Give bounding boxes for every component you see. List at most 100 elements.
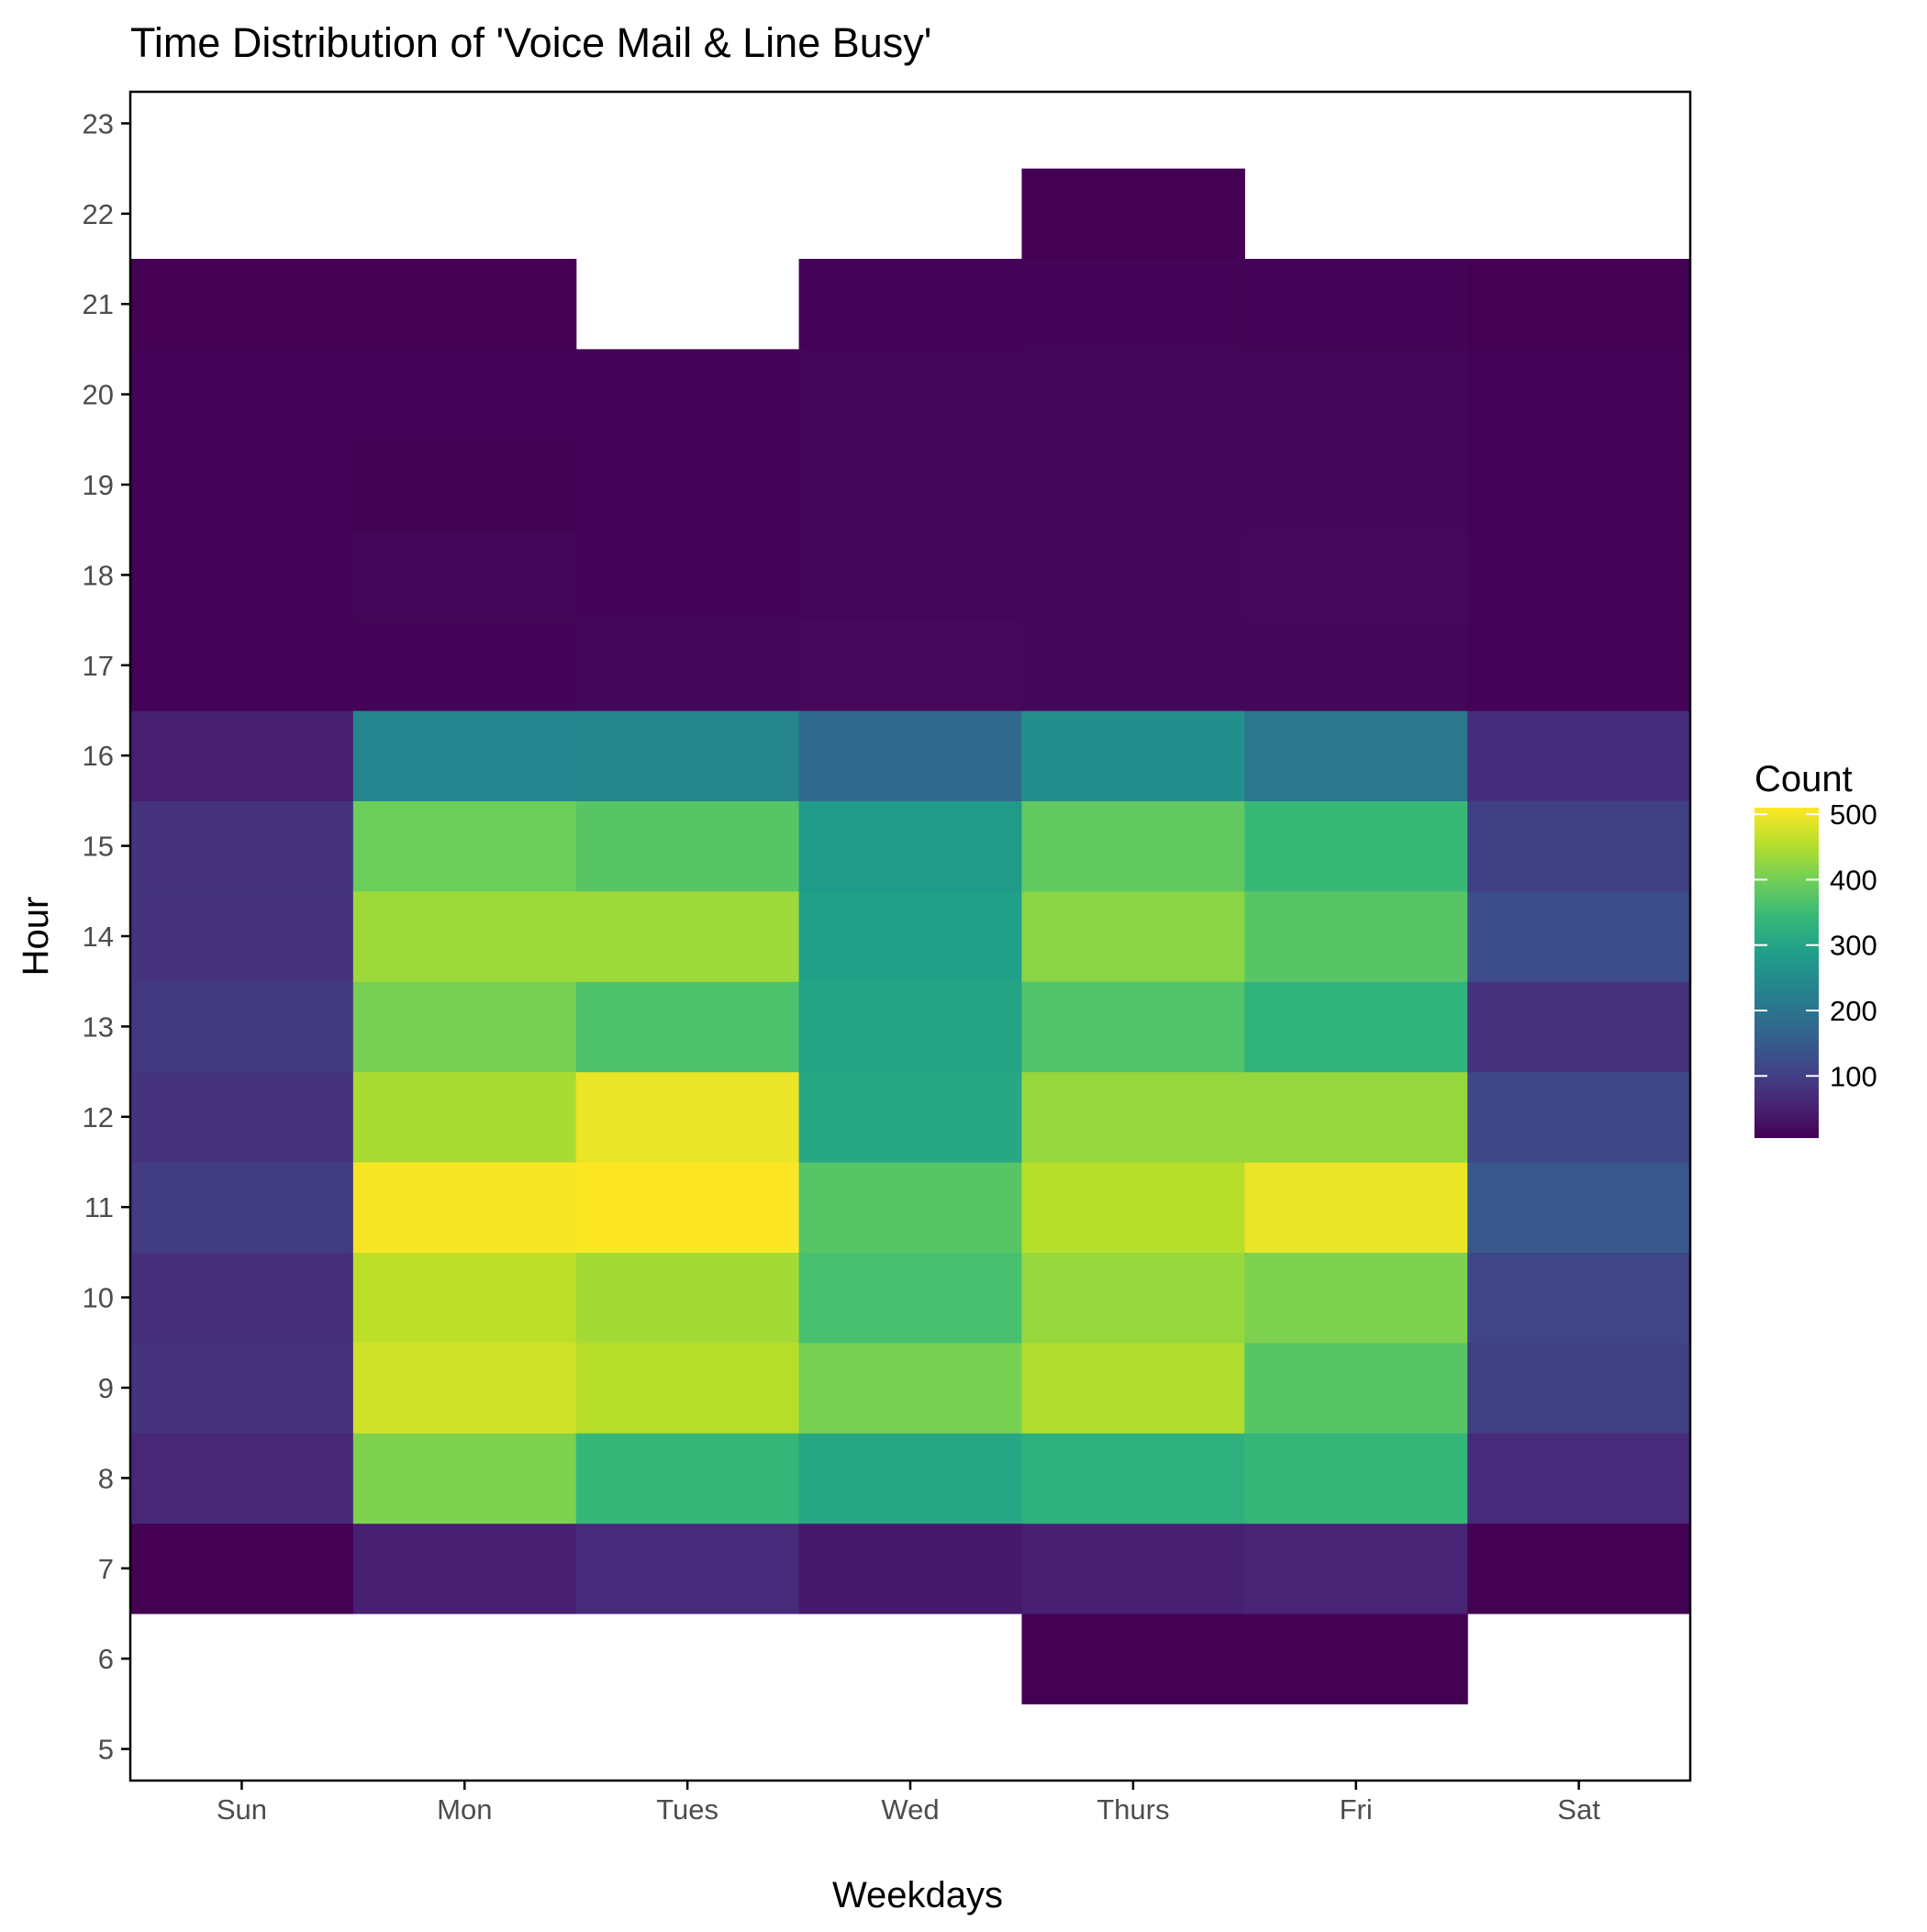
heatmap-cell-tues-19 <box>575 439 800 530</box>
heatmap-cell-sat-10 <box>1467 1252 1691 1344</box>
heatmap-cell-thurs-17 <box>1021 620 1245 711</box>
heatmap-cell-sun-9 <box>130 1342 354 1434</box>
heatmap-cell-tues-18 <box>575 530 800 621</box>
heatmap-cell-wed-10 <box>798 1252 1023 1344</box>
heatmap-cell-sun-7 <box>130 1523 354 1614</box>
heatmap-cell-thurs-11 <box>1021 1161 1245 1253</box>
heatmap-cell-sat-7 <box>1467 1523 1691 1614</box>
heatmap-cell-sat-13 <box>1467 981 1691 1073</box>
heatmap-cell-sat-18 <box>1467 530 1691 621</box>
heatmap-cell-tues-8 <box>575 1433 800 1524</box>
heatmap-cell-wed-14 <box>798 890 1023 982</box>
y-tick-label-22: 22 <box>83 198 114 230</box>
legend-label-500: 500 <box>1830 798 1877 831</box>
heatmap-cell-fri-9 <box>1244 1342 1468 1434</box>
x-axis: Sun Mon Tues Wed Thurs Fri Sat <box>217 1781 1600 1826</box>
heatmap-cell-fri-19 <box>1244 439 1468 530</box>
heatmap-cell-thurs-15 <box>1021 800 1245 892</box>
heatmap-cell-sun-11 <box>130 1161 354 1253</box>
y-tick-label-21: 21 <box>83 288 114 320</box>
heatmap-cell-fri-6 <box>1244 1613 1468 1704</box>
heatmap-cell-sun-21 <box>130 259 354 351</box>
heatmap-cell-sun-18 <box>130 530 354 621</box>
heatmap-cell-fri-16 <box>1244 710 1468 802</box>
heatmap-cell-wed-7 <box>798 1523 1023 1614</box>
heatmap-cell-sun-10 <box>130 1252 354 1344</box>
heatmap-cell-sat-12 <box>1467 1071 1691 1163</box>
heatmap-cell-thurs-18 <box>1021 530 1245 621</box>
heatmap-cell-wed-19 <box>798 439 1023 530</box>
heatmap-cell-mon-13 <box>352 981 577 1073</box>
heatmap-cell-wed-12 <box>798 1071 1023 1163</box>
heatmap-cell-wed-8 <box>798 1433 1023 1524</box>
heatmap-cell-mon-11 <box>352 1161 577 1253</box>
heatmap-cell-sat-14 <box>1467 890 1691 982</box>
heatmap-cell-mon-9 <box>352 1342 577 1434</box>
heatmap-cell-mon-16 <box>352 710 577 802</box>
legend: Count 100 200 300 400 500 <box>1754 759 1877 1138</box>
heatmap-cell-tues-10 <box>575 1252 800 1344</box>
heatmap-cell-tues-15 <box>575 800 800 892</box>
heatmap-cell-thurs-8 <box>1021 1433 1245 1524</box>
heatmap-cell-wed-9 <box>798 1342 1023 1434</box>
heatmap-cell-sun-8 <box>130 1433 354 1524</box>
heatmap-cell-tues-16 <box>575 710 800 802</box>
y-tick-label-20: 20 <box>83 379 114 411</box>
heatmap-cell-thurs-19 <box>1021 439 1245 530</box>
heatmap-cell-fri-11 <box>1244 1161 1468 1253</box>
heatmap-cell-fri-13 <box>1244 981 1468 1073</box>
heatmap-cell-thurs-13 <box>1021 981 1245 1073</box>
heatmap-cell-fri-7 <box>1244 1523 1468 1614</box>
heatmap-cell-mon-14 <box>352 890 577 982</box>
y-tick-label-7: 7 <box>98 1553 114 1585</box>
y-tick-label-13: 13 <box>83 1011 114 1043</box>
x-axis-title: Weekdays <box>832 1875 1003 1915</box>
heatmap-cell-mon-18 <box>352 530 577 621</box>
heatmap-cell-wed-18 <box>798 530 1023 621</box>
y-tick-label-12: 12 <box>83 1101 114 1134</box>
heatmap-cell-fri-20 <box>1244 349 1468 441</box>
heatmap-cell-mon-19 <box>352 439 577 530</box>
heatmap-cell-sun-19 <box>130 439 354 530</box>
heatmap-cell-fri-14 <box>1244 890 1468 982</box>
heatmap-cell-tues-14 <box>575 890 800 982</box>
heatmap-cells <box>130 168 1691 1704</box>
heatmap-cell-sat-17 <box>1467 620 1691 711</box>
heatmap-cell-fri-8 <box>1244 1433 1468 1524</box>
heatmap-cell-fri-12 <box>1244 1071 1468 1163</box>
y-tick-label-18: 18 <box>83 559 114 591</box>
heatmap-cell-sat-8 <box>1467 1433 1691 1524</box>
heatmap-cell-wed-11 <box>798 1161 1023 1253</box>
heatmap-cell-thurs-9 <box>1021 1342 1245 1434</box>
heatmap-cell-tues-12 <box>575 1071 800 1163</box>
heatmap-cell-thurs-20 <box>1021 349 1245 441</box>
heatmap-cell-thurs-7 <box>1021 1523 1245 1614</box>
heatmap-cell-tues-11 <box>575 1161 800 1253</box>
legend-label-300: 300 <box>1830 930 1877 962</box>
heatmap-cell-tues-17 <box>575 620 800 711</box>
heatmap-cell-thurs-12 <box>1021 1071 1245 1163</box>
heatmap-cell-thurs-6 <box>1021 1613 1245 1704</box>
y-axis: 5 6 7 8 9 10 11 12 13 14 15 16 17 18 19 20 21 22 23 <box>83 107 130 1766</box>
heatmap-cell-thurs-10 <box>1021 1252 1245 1344</box>
heatmap-cell-tues-13 <box>575 981 800 1073</box>
x-tick-label-mon: Mon <box>437 1793 492 1826</box>
heatmap-cell-mon-20 <box>352 349 577 441</box>
y-tick-label-15: 15 <box>83 831 114 863</box>
heatmap-cell-mon-10 <box>352 1252 577 1344</box>
x-tick-label-fri: Fri <box>1340 1793 1373 1826</box>
x-tick-label-tues: Tues <box>656 1793 718 1826</box>
y-tick-label-5: 5 <box>98 1734 114 1766</box>
heatmap-cell-sun-13 <box>130 981 354 1073</box>
heatmap-cell-fri-15 <box>1244 800 1468 892</box>
y-tick-label-14: 14 <box>83 921 114 953</box>
heatmap-cell-thurs-14 <box>1021 890 1245 982</box>
heatmap-cell-sun-20 <box>130 349 354 441</box>
heatmap-cell-tues-20 <box>575 349 800 441</box>
heatmap-cell-sun-16 <box>130 710 354 802</box>
heatmap-cell-sat-20 <box>1467 349 1691 441</box>
heatmap-cell-fri-18 <box>1244 530 1468 621</box>
heatmap-cell-fri-17 <box>1244 620 1468 711</box>
heatmap-cell-sun-15 <box>130 800 354 892</box>
chart-title: Time Distribution of 'Voice Mail & Line … <box>130 19 931 66</box>
